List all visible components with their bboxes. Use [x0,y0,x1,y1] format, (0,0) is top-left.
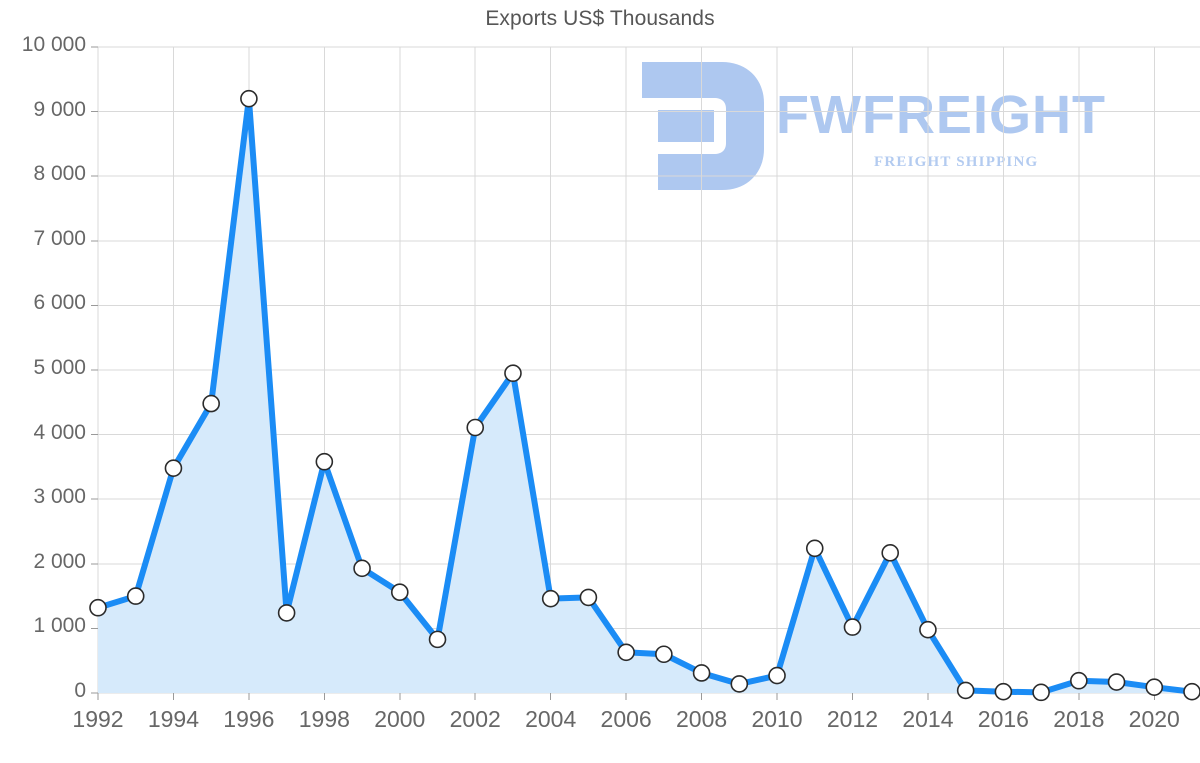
x-axis-tick-label: 2006 [600,706,652,732]
data-point-marker[interactable] [881,544,900,562]
data-point-marker[interactable] [541,589,560,608]
x-axis-tick-label: 2016 [977,706,1029,732]
x-axis-tick-label: 2004 [525,706,577,732]
data-point-marker[interactable] [202,394,220,413]
data-markers [89,89,1200,702]
x-axis-tick-label: 2000 [374,706,426,732]
y-axis-tick-label: 5 000 [33,356,86,379]
data-point-marker[interactable] [805,539,824,558]
data-point-marker[interactable] [1070,671,1088,690]
y-axis-tick-label: 9 000 [33,97,86,121]
data-point-marker[interactable] [1145,678,1164,696]
x-axis-tick-label: 2020 [1128,706,1180,732]
data-point-marker[interactable] [994,682,1013,701]
data-point-marker[interactable] [956,681,975,700]
x-axis-tick-label: 1992 [72,706,124,732]
data-point-marker[interactable] [655,645,673,664]
data-point-marker[interactable] [353,559,371,578]
x-axis-tick-label: 2008 [675,706,728,732]
x-axis-tick-label: 1998 [298,706,350,732]
data-point-marker[interactable] [504,364,522,383]
y-axis-tick-label: 8 000 [33,162,86,186]
x-axis-tick-label: 2010 [751,706,803,732]
x-axis-tick-label: 2002 [449,706,501,732]
y-axis-tick-label: 0 [74,679,86,702]
data-point-marker[interactable] [277,604,296,622]
data-point-marker[interactable] [164,459,183,477]
x-axis-tick-label: 2014 [902,706,954,732]
data-point-marker[interactable] [843,618,862,636]
data-point-marker[interactable] [315,452,334,471]
data-point-marker[interactable] [390,583,409,602]
data-point-marker[interactable] [617,643,635,662]
data-point-marker[interactable] [240,89,258,108]
data-point-marker[interactable] [768,666,786,685]
data-point-marker[interactable] [126,587,145,605]
data-point-marker[interactable] [1032,683,1050,702]
x-axis-tick-label: 2018 [1053,706,1105,732]
chart-title: Exports US$ Thousands [485,7,715,30]
y-axis-tick-label: 1 000 [33,614,86,638]
y-axis-tick-label: 4 000 [33,420,86,444]
data-point-marker[interactable] [730,675,749,693]
y-axis-tick-label: 2 000 [33,549,86,573]
data-point-marker[interactable] [1183,682,1200,701]
data-point-marker[interactable] [919,620,937,639]
data-point-marker[interactable] [89,598,107,617]
y-axis-tick-label: 7 000 [33,226,86,250]
data-point-marker[interactable] [1107,673,1126,691]
y-axis-tick-label: 3 000 [33,485,86,509]
data-point-marker[interactable] [466,418,485,437]
y-axis-tick-label: 10 000 [21,33,86,56]
data-point-marker[interactable] [579,588,598,607]
area-fill [98,98,1192,694]
data-point-marker[interactable] [692,664,711,682]
data-point-marker[interactable] [428,630,447,649]
y-axis-tick-label: 6 000 [33,291,86,315]
x-axis-tick-label: 1994 [147,706,200,732]
x-axis-tick-label: 2012 [826,706,879,732]
x-axis-tick-label: 1996 [223,706,275,732]
